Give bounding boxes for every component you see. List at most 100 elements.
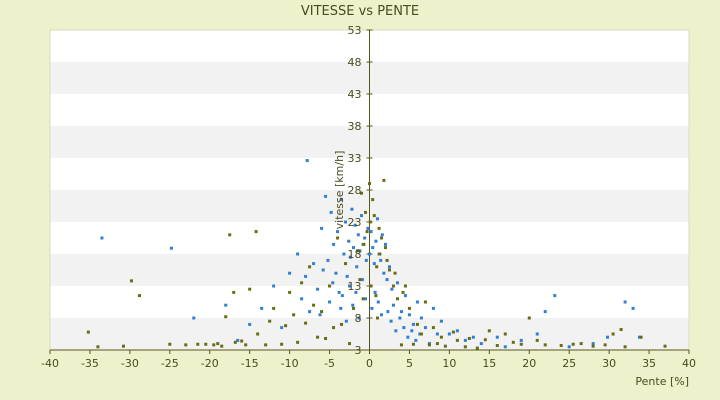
axes [49,29,690,354]
data-point-blue [463,338,467,342]
data-point-olive [268,319,272,323]
data-point-blue [169,246,173,250]
x-tick-label: -35 [81,357,99,370]
data-point-blue [363,236,367,240]
x-tick-label: -20 [201,357,219,370]
data-point-blue [379,313,383,317]
data-point-blue [337,290,341,294]
data-point-blue [439,319,443,323]
data-point-olive [527,316,531,320]
data-point-olive [296,340,300,344]
data-point-blue [360,214,364,218]
data-point-olive [559,344,563,348]
data-point-blue [369,230,373,234]
data-point-olive [361,297,365,301]
data-point-olive [272,306,276,310]
data-point-olive [543,343,547,347]
data-point-olive [369,284,373,288]
data-point-blue [402,326,406,330]
y-tick-label: 13 [348,280,362,293]
data-point-olive [232,290,236,294]
data-point-olive [455,338,459,342]
data-point-olive [371,198,375,202]
y-tick-label: 53 [348,24,362,37]
data-point-olive [312,303,316,307]
data-point-olive [579,342,583,346]
x-tick-label: 25 [562,357,576,370]
data-point-blue [328,300,332,304]
x-tick-label: 20 [522,357,536,370]
y-tick-label: 23 [348,216,362,229]
data-point-olive [411,342,415,346]
data-point-olive [352,306,356,310]
data-point-olive [401,290,405,294]
data-point-olive [284,324,288,328]
data-point-olive [383,246,387,250]
data-point-blue [358,249,362,253]
data-point-olive [184,343,188,347]
data-point-olive [264,343,268,347]
data-point-olive [240,339,244,343]
data-point-olive [385,258,389,262]
data-point-olive [137,294,141,298]
data-point-blue [334,271,338,275]
data-point-olive [419,332,423,336]
data-point-blue [368,252,371,256]
data-point-olive [362,242,366,246]
data-point-blue [374,239,378,243]
data-point-olive [387,268,391,272]
x-tick-label: -15 [241,357,259,370]
data-point-olive [228,233,232,237]
data-point-olive [308,265,312,269]
data-point-olive [475,346,479,350]
data-point-olive [248,287,252,291]
data-point-blue [352,246,356,250]
data-point-blue [543,310,547,314]
data-point-blue [479,342,483,346]
data-point-blue [387,265,391,269]
data-point-olive [382,178,386,182]
data-point-olive [443,344,447,348]
data-point-blue [395,281,399,285]
data-point-blue [382,271,386,275]
x-tick-label: 0 [366,357,373,370]
y-tick-label: 28 [348,184,362,197]
x-tick-label: -30 [121,357,139,370]
data-point-blue [348,284,352,288]
data-point-blue [431,306,435,310]
data-point-blue [260,306,264,310]
data-point-olive [332,326,336,330]
data-point-olive [280,342,284,346]
data-point-blue [224,303,228,307]
data-point-blue [553,294,557,298]
data-point-olive [399,343,403,347]
data-point-olive [377,226,381,230]
data-point-olive [288,290,292,294]
data-point-olive [304,321,308,325]
data-point-olive [487,329,491,333]
data-point-blue [344,319,348,323]
x-tick-label: -5 [324,357,335,370]
data-point-olive [292,313,296,317]
data-point-blue [348,255,352,259]
data-point-blue [321,268,325,272]
data-point-olive [423,300,427,304]
data-point-blue [316,287,320,291]
data-point-blue [411,322,415,326]
data-point-olive [495,344,499,348]
data-point-blue [364,258,368,262]
data-point-olive [254,230,258,234]
data-point-olive [256,332,260,336]
y-axis-label: vitesse [km/h] [333,151,346,230]
data-point-blue [455,329,459,333]
x-tick-label: -25 [161,357,179,370]
data-point-blue [345,274,349,278]
data-point-olive [623,345,627,349]
data-point-blue [423,326,427,330]
data-point-blue [386,310,390,314]
data-point-blue [391,303,395,307]
data-point-olive [639,335,643,339]
data-point-blue [236,338,240,342]
data-point-olive [427,343,431,347]
data-point-blue [606,335,610,339]
